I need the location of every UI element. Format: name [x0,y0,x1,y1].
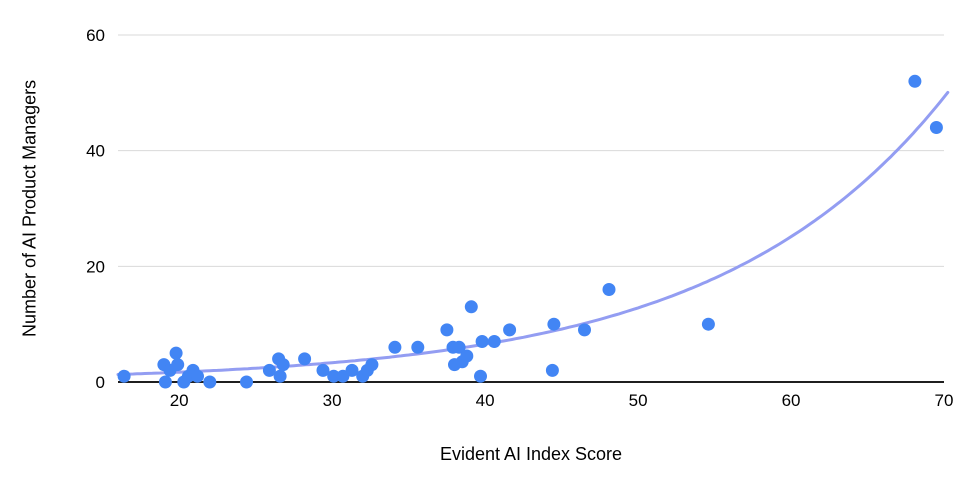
data-point[interactable] [503,323,517,337]
data-point[interactable] [701,317,715,331]
data-point[interactable] [487,335,501,348]
x-tick-label: 70 [935,391,954,410]
data-point[interactable] [908,74,922,88]
x-tick-label: 60 [782,391,801,410]
x-tick-label: 20 [170,391,189,410]
data-point[interactable] [411,340,425,354]
data-point[interactable] [474,369,487,383]
data-point[interactable] [276,358,290,372]
y-tick-label: 40 [86,142,105,161]
data-point[interactable] [203,375,217,389]
data-point[interactable] [452,340,466,354]
x-tick-label: 40 [476,391,495,410]
data-point[interactable] [578,323,591,337]
data-point[interactable] [460,349,474,363]
data-point[interactable] [169,346,183,360]
data-point[interactable] [262,363,276,377]
data-point[interactable] [298,352,312,366]
data-point[interactable] [547,317,561,331]
data-point[interactable] [929,121,943,134]
data-point[interactable] [240,375,253,389]
data-point[interactable] [475,335,489,348]
trendline [116,90,950,376]
data-point[interactable] [440,323,454,337]
data-point[interactable] [545,363,559,377]
data-point[interactable] [464,300,478,314]
y-tick-label: 0 [96,373,105,392]
data-point[interactable] [388,340,402,354]
x-tick-label: 50 [629,391,648,410]
data-point[interactable] [273,369,287,383]
data-point[interactable] [602,283,616,296]
y-tick-label: 60 [86,26,105,45]
y-tick-label: 20 [86,257,105,276]
data-point[interactable] [117,369,131,383]
x-tick-label: 30 [323,391,342,410]
data-point[interactable] [191,369,204,383]
data-point[interactable] [345,363,359,377]
data-point[interactable] [158,375,172,389]
data-point[interactable] [316,363,330,377]
data-point[interactable] [365,358,379,372]
x-axis-title: Evident AI Index Score [439,444,623,464]
data-point[interactable] [327,369,341,383]
data-point[interactable] [171,358,185,372]
